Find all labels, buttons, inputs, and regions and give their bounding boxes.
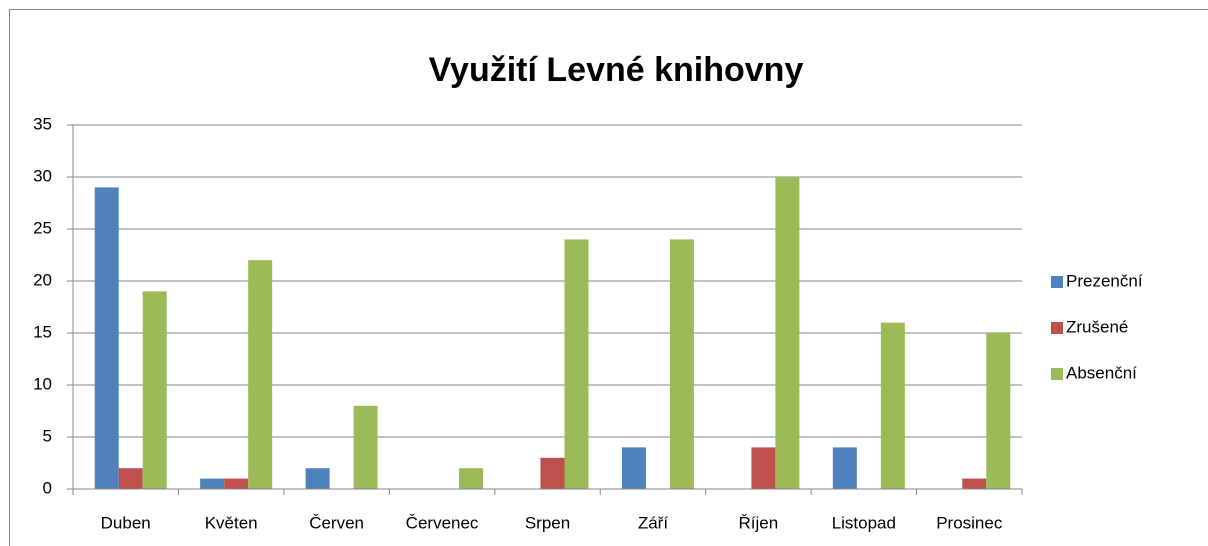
legend-swatch (1051, 276, 1063, 288)
x-tick-label: Červen (309, 513, 364, 532)
x-tick-label: Srpen (525, 513, 570, 532)
bar (353, 405, 378, 489)
bar (118, 468, 143, 489)
bar (94, 187, 119, 489)
bar (305, 468, 330, 489)
y-tick-label: 0 (43, 478, 52, 497)
x-tick-label: Prosinec (936, 513, 1003, 532)
bar (775, 177, 800, 489)
legend-swatch (1051, 368, 1063, 380)
chart-frame (9, 9, 1208, 546)
bar (224, 478, 249, 489)
y-tick-label: 10 (33, 374, 52, 393)
bar (880, 322, 905, 489)
y-tick-label: 35 (33, 114, 52, 133)
y-tick-label: 25 (33, 218, 52, 237)
x-tick-label: Duben (101, 513, 151, 532)
x-tick-label: Květen (205, 513, 258, 532)
y-tick-label: 5 (43, 426, 52, 445)
bar (962, 478, 987, 489)
bar (832, 447, 857, 489)
x-tick-label: Červenec (406, 513, 479, 532)
bar (540, 457, 565, 489)
bar (751, 447, 776, 489)
legend-label: Zrušené (1066, 317, 1128, 336)
bar (621, 447, 646, 489)
y-tick-label: 20 (33, 270, 52, 289)
bar (564, 239, 589, 489)
x-tick-label: Listopad (832, 513, 896, 532)
bar (986, 333, 1011, 489)
legend-label: Prezenční (1066, 271, 1143, 290)
bar (200, 478, 225, 489)
bar (459, 468, 484, 489)
bar (142, 291, 167, 489)
x-tick-label: Říjen (739, 513, 779, 532)
x-tick-label: Září (638, 513, 669, 532)
bar (248, 260, 273, 489)
legend-label: Absenční (1066, 363, 1137, 382)
chart-title: Využití Levné knihovny (429, 51, 804, 89)
legend-swatch (1051, 322, 1063, 334)
bar (669, 239, 694, 489)
y-tick-label: 15 (33, 322, 52, 341)
y-tick-label: 30 (33, 166, 52, 185)
